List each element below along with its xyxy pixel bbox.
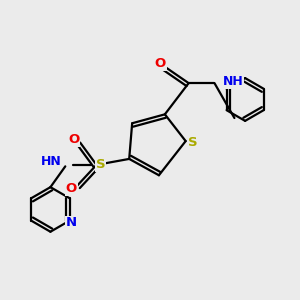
Text: O: O [66, 182, 77, 195]
Text: N: N [66, 217, 77, 230]
Text: O: O [69, 133, 80, 146]
Text: NH: NH [223, 75, 244, 88]
Text: S: S [96, 158, 106, 171]
Text: O: O [155, 57, 166, 70]
Text: S: S [188, 136, 198, 149]
Text: HN: HN [41, 155, 62, 168]
